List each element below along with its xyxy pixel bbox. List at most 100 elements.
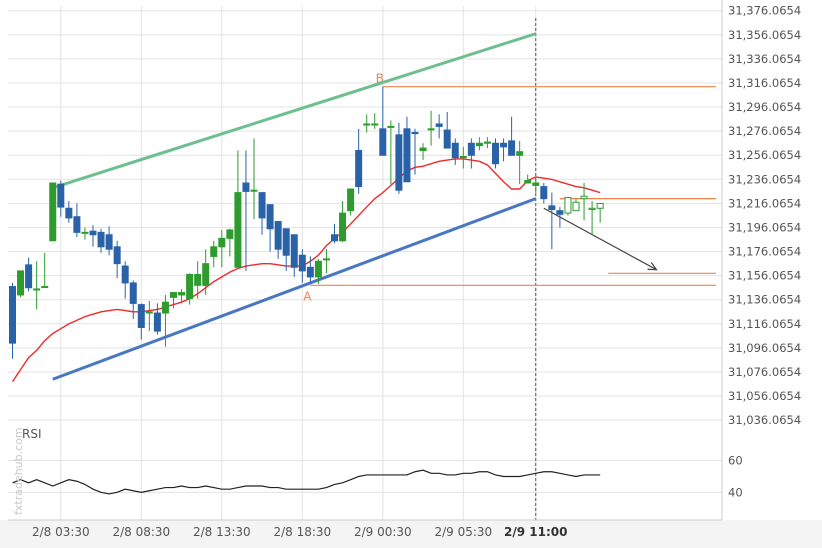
moving-average-line bbox=[11, 158, 601, 383]
candle-body bbox=[500, 142, 508, 148]
candle-body bbox=[202, 263, 210, 286]
candle-body bbox=[137, 304, 145, 328]
candle bbox=[516, 140, 524, 185]
y-tick-label: 31,156.0654 bbox=[728, 269, 801, 283]
candle-body bbox=[258, 192, 266, 219]
rsi-layer bbox=[12, 469, 601, 495]
candle-body bbox=[492, 142, 499, 165]
candle-body bbox=[186, 273, 194, 300]
candle-body bbox=[65, 207, 73, 219]
candle bbox=[467, 138, 475, 169]
candle bbox=[580, 182, 588, 221]
candle bbox=[306, 256, 314, 283]
level-label: A bbox=[303, 289, 312, 303]
candle-body bbox=[33, 288, 41, 291]
candle-body bbox=[339, 212, 347, 242]
candle-body bbox=[532, 182, 540, 186]
candle bbox=[145, 300, 153, 332]
candle bbox=[274, 221, 282, 259]
candle-body bbox=[371, 123, 379, 126]
x-tick-label: 2/9 11:00 bbox=[504, 525, 567, 539]
candle-body bbox=[194, 273, 202, 286]
candle-body bbox=[395, 134, 403, 191]
candle-body bbox=[145, 311, 153, 314]
candle bbox=[500, 138, 508, 162]
x-tick-label: 2/8 18:30 bbox=[273, 525, 331, 539]
axes-layer: 31,376.0654 31,356.0654 31,336.0654 31,316.… bbox=[8, 0, 801, 539]
overlay-layer: BA bbox=[11, 18, 716, 520]
candle bbox=[347, 188, 355, 216]
candle bbox=[129, 280, 137, 320]
candle bbox=[9, 282, 16, 359]
candle bbox=[33, 261, 41, 310]
x-tick-label: 2/8 08:30 bbox=[112, 525, 170, 539]
y-tick-label: 31,116.0654 bbox=[728, 317, 801, 331]
rsi-tick-label: 60 bbox=[728, 454, 743, 468]
candle bbox=[89, 225, 97, 247]
candle bbox=[331, 223, 338, 244]
candle bbox=[371, 113, 379, 129]
candle-body bbox=[306, 266, 314, 278]
candle bbox=[508, 116, 516, 156]
candle bbox=[435, 114, 443, 139]
candle-body bbox=[508, 140, 516, 156]
candle-body bbox=[387, 125, 395, 128]
y-tick-label: 31,196.0654 bbox=[728, 220, 801, 234]
candle bbox=[314, 258, 322, 285]
y-tick-label: 31,296.0654 bbox=[728, 100, 801, 114]
candle bbox=[153, 303, 161, 335]
candle bbox=[242, 150, 250, 271]
candle bbox=[258, 192, 266, 235]
candle-body bbox=[57, 183, 65, 208]
candle bbox=[234, 150, 242, 268]
candle-body bbox=[242, 182, 250, 192]
candle bbox=[322, 249, 330, 274]
candle-body bbox=[113, 246, 121, 265]
x-tick-label: 2/9 05:30 bbox=[434, 525, 492, 539]
candle-body bbox=[443, 129, 451, 149]
candle-body bbox=[218, 237, 226, 248]
candle-body bbox=[467, 142, 475, 156]
candle-body bbox=[572, 201, 580, 212]
candle-body bbox=[121, 265, 129, 284]
candle-body bbox=[161, 301, 169, 314]
candle-body bbox=[81, 231, 89, 234]
candle-body bbox=[363, 123, 371, 126]
candle bbox=[161, 294, 169, 347]
candle bbox=[226, 228, 234, 257]
y-tick-label: 31,096.0654 bbox=[728, 341, 801, 355]
candle-body bbox=[355, 149, 363, 188]
y-tick-label: 31,236.0654 bbox=[728, 172, 801, 186]
candle bbox=[355, 128, 363, 194]
candle-body bbox=[475, 142, 483, 147]
candle-body bbox=[588, 207, 596, 210]
candle-body bbox=[266, 204, 274, 230]
candle bbox=[81, 227, 89, 240]
candle bbox=[451, 138, 459, 165]
candle bbox=[524, 174, 532, 184]
candle bbox=[105, 226, 113, 256]
candle bbox=[282, 228, 290, 271]
y-tick-label: 31,256.0654 bbox=[728, 148, 801, 162]
y-tick-label: 31,136.0654 bbox=[728, 293, 801, 307]
candle-body bbox=[548, 205, 556, 210]
candle bbox=[250, 138, 258, 220]
rsi-title: RSI bbox=[22, 427, 42, 441]
candle-body bbox=[9, 286, 16, 344]
candle-body bbox=[234, 192, 242, 268]
candle-body bbox=[298, 254, 306, 272]
candle-body bbox=[129, 282, 137, 304]
candle bbox=[194, 261, 202, 299]
candle-body bbox=[282, 228, 290, 256]
candle bbox=[596, 202, 604, 223]
candle-body bbox=[153, 312, 161, 332]
candle-body bbox=[403, 128, 411, 183]
candle-body bbox=[483, 141, 491, 144]
candle-body bbox=[49, 182, 57, 242]
candle-body bbox=[97, 231, 105, 248]
candle bbox=[25, 257, 33, 292]
grid-layer bbox=[0, 6, 822, 548]
candle bbox=[170, 292, 177, 309]
candle-body bbox=[226, 229, 234, 239]
